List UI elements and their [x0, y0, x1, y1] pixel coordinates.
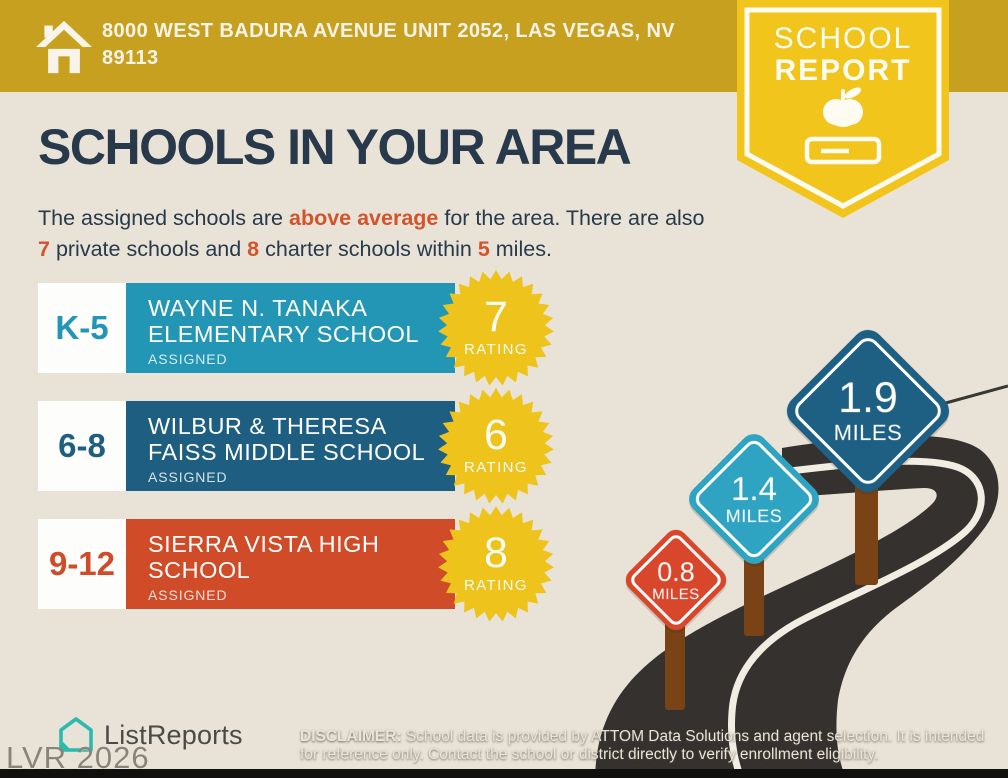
rating-value: 7: [484, 292, 508, 341]
school-row-elementary: K-5 WAYNE N. TANAKA ELEMENTARY SCHOOL AS…: [38, 270, 598, 386]
rating-value: 6: [484, 410, 508, 459]
school-report-badge: SCHOOL REPORT: [737, 0, 949, 218]
distance-unit: MILES: [833, 420, 903, 445]
apple-on-book-icon: [804, 87, 882, 165]
listreports-house-icon: [59, 717, 93, 752]
rating-stack: 8 RATING: [437, 503, 555, 621]
road-horizon-line: [941, 384, 1008, 406]
starburst-shape: [438, 388, 554, 504]
starburst-shape: [438, 270, 554, 386]
badge-ribbon: [737, 0, 949, 218]
grade-range: 6-8: [38, 401, 126, 491]
sign-label: 0.8 MILES: [637, 541, 715, 619]
disclaimer: DISCLAIMER: School data is provided by A…: [300, 728, 1000, 765]
grade-range: 9-12: [38, 519, 126, 609]
school-name: SIERRA VISTA HIGH SCHOOL: [148, 531, 380, 583]
school-bar: WAYNE N. TANAKA ELEMENTARY SCHOOL ASSIGN…: [126, 283, 455, 373]
subtitle: The assigned schools are above average f…: [38, 203, 706, 265]
bottom-black-bar: [0, 769, 1008, 778]
house-icon: [36, 20, 92, 74]
brand-name: ListReports: [104, 719, 243, 750]
property-address: 8000 WEST BADURA AVENUE UNIT 2052, LAS V…: [102, 18, 732, 72]
school-name: WAYNE N. TANAKA ELEMENTARY SCHOOL: [148, 295, 419, 347]
disclaimer-label: DISCLAIMER:: [300, 727, 402, 745]
grade-range: K-5: [38, 283, 126, 373]
distance-unit: MILES: [652, 585, 700, 603]
distance-unit: MILES: [725, 505, 783, 526]
school-status: ASSIGNED: [148, 469, 228, 485]
distance-value: 0.8: [657, 556, 695, 587]
rating-stack: 7 RATING: [437, 267, 555, 385]
rating-badge: 8 RATING: [437, 505, 555, 623]
subtitle-text: for the area. There are also: [438, 205, 705, 230]
distance-sign-1.9-miles: 1.9 MILES: [780, 323, 956, 499]
rating-label: RATING: [464, 576, 528, 594]
subtitle-highlight: 5: [477, 236, 490, 261]
school-status: ASSIGNED: [148, 587, 228, 603]
subtitle-text: The assigned schools are: [38, 205, 289, 230]
subtitle-text: miles.: [489, 236, 552, 261]
disclaimer-text: School data is provided by ATTOM Data So…: [300, 727, 985, 764]
rating-badge: 7 RATING: [437, 269, 555, 387]
rating-label: RATING: [464, 458, 528, 476]
address-line2: 89113: [102, 47, 159, 69]
address-line1: 8000 WEST BADURA AVENUE UNIT 2052, LAS V…: [102, 20, 676, 42]
badge-title-line2: REPORT: [774, 54, 912, 87]
subtitle-highlight: 8: [247, 236, 260, 261]
sign-label: 1.4 MILES: [704, 449, 804, 549]
rating-stack: 6 RATING: [437, 385, 555, 503]
distance-value: 1.9: [838, 374, 898, 422]
sign-post: [744, 540, 764, 636]
badge-inner-border: [744, 7, 942, 209]
school-bar: WILBUR & THERESA FAISS MIDDLE SCHOOL ASS…: [126, 401, 455, 491]
road-surface: [595, 435, 999, 778]
rating-badge: 6 RATING: [437, 387, 555, 505]
page-title: SCHOOLS IN YOUR AREA: [38, 119, 632, 175]
sign-post: [665, 610, 685, 710]
subtitle-text: private schools and: [49, 236, 248, 261]
school-name: WILBUR & THERESA FAISS MIDDLE SCHOOL: [148, 413, 426, 465]
school-status: ASSIGNED: [148, 351, 228, 367]
distance-sign-1.4-miles: 1.4 MILES: [683, 428, 825, 570]
rating-label: RATING: [464, 340, 528, 358]
sign-post: [855, 470, 878, 585]
badge-title-line1: SCHOOL: [773, 22, 913, 55]
starburst-shape: [438, 506, 554, 622]
listreports-logo: ListReports: [57, 716, 243, 754]
sign-label: 1.9 MILES: [806, 349, 930, 473]
road-center-line: [728, 457, 985, 778]
school-bar: SIERRA VISTA HIGH SCHOOL ASSIGNED: [126, 519, 455, 609]
subtitle-text: charter schools within: [259, 236, 478, 261]
subtitle-highlight: above average: [288, 205, 439, 230]
rating-value: 8: [484, 528, 508, 577]
school-row-high: 9-12 SIERRA VISTA HIGH SCHOOL ASSIGNED 8…: [38, 506, 598, 622]
distance-value: 1.4: [731, 469, 777, 507]
subtitle-highlight: 7: [38, 236, 50, 261]
school-row-middle: 6-8 WILBUR & THERESA FAISS MIDDLE SCHOOL…: [38, 388, 598, 504]
